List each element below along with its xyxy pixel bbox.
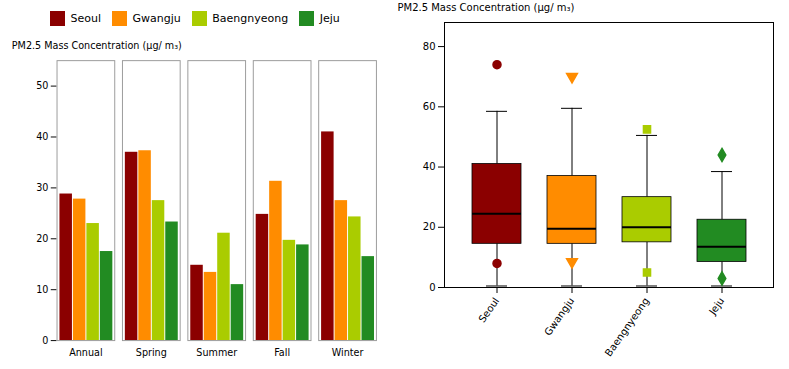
html-text:Jeju: Jeju: [319, 12, 340, 25]
html-text:Seoul: Seoul: [70, 12, 101, 25]
html-text:Baengnyeong: Baengnyeong: [212, 12, 289, 25]
svg-text:10: 10: [36, 284, 48, 295]
svg-text:20: 20: [423, 221, 436, 232]
svg-text:40: 40: [36, 131, 48, 142]
svg-text:Winter: Winter: [332, 347, 364, 358]
svg-text:Summer: Summer: [196, 347, 237, 358]
svg-text:20: 20: [36, 233, 48, 244]
svg-text:0: 0: [429, 282, 435, 293]
svg-text:Spring: Spring: [136, 347, 167, 358]
svg-text:Seoul: Seoul: [476, 295, 501, 324]
html-text:Gwangju: Gwangju: [132, 12, 181, 25]
svg-text:Baengnyeong: Baengnyeong: [603, 295, 652, 358]
svg-text:PM2.5 Mass Concentration (μg/: PM2.5 Mass Concentration (μg/ m₃): [398, 2, 575, 13]
svg-text:Annual: Annual: [69, 347, 102, 358]
svg-text:60: 60: [423, 101, 436, 112]
svg-text:50: 50: [36, 80, 48, 91]
svg-text:40: 40: [423, 161, 436, 172]
svg-text:0: 0: [42, 335, 48, 346]
svg-text:30: 30: [36, 182, 48, 193]
svg-text:PM2.5 Mass Concentration (μg/: PM2.5 Mass Concentration (μg/ m₃): [12, 40, 182, 51]
svg-text:Jeju: Jeju: [706, 295, 726, 317]
svg-text:80: 80: [423, 41, 436, 52]
svg-text:Gwangju: Gwangju: [542, 295, 576, 337]
svg-text:Fall: Fall: [274, 347, 290, 358]
